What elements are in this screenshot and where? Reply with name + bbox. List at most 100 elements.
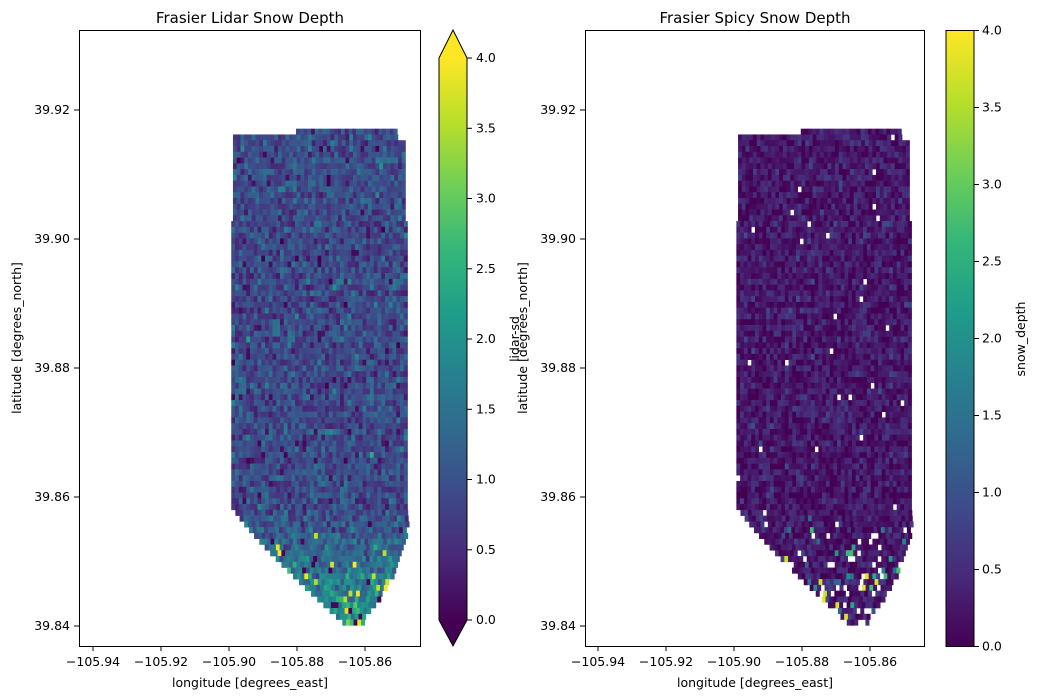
heatmap-cell [851,278,856,285]
heatmap-cell [857,215,862,222]
heatmap-cell [370,255,375,262]
heatmap-cell [382,174,388,181]
heatmap-cell [864,163,869,170]
heatmap-cell [287,382,292,389]
heatmap-cell [775,174,780,181]
heatmap-cell [341,209,346,216]
heatmap-cell [767,186,772,193]
left-colorbar-tick-label: 1.5 [476,401,496,416]
heatmap-cell [389,532,394,540]
heatmap-cell [276,249,281,257]
heatmap-cell [314,532,319,540]
heatmap-cell [348,561,353,568]
heatmap-cell [242,313,247,320]
heatmap-cell [295,371,300,378]
heatmap-cell [340,492,345,499]
heatmap-cell [388,325,393,332]
heatmap-cell [291,359,296,366]
heatmap-cell [340,348,345,355]
heatmap-cell [250,434,255,441]
heatmap-cell [280,226,285,233]
heatmap-cell [343,567,348,574]
heatmap-cell [362,232,367,239]
heatmap-cell [375,209,380,216]
heatmap-cell [235,423,240,430]
heatmap-cell [250,261,255,268]
left-colorbar-tick-label: 0.5 [476,542,496,557]
heatmap-cell [281,215,286,222]
heatmap-cell [385,405,390,412]
heatmap-cell [351,278,356,285]
heatmap-cell [833,261,838,268]
heatmap-cell [364,197,369,205]
heatmap-cell [339,613,344,620]
heatmap-cell [340,296,345,303]
heatmap-cell [283,348,288,355]
heatmap-cell [295,301,300,309]
heatmap-cell [373,238,378,245]
heatmap-cell [325,579,330,586]
heatmap-cell [745,169,750,176]
heatmap-cell [377,417,382,424]
heatmap-cell [362,255,367,262]
heatmap-cell [352,140,358,147]
heatmap-cell [302,463,307,470]
heatmap-cell [379,186,384,193]
heatmap-cell [260,527,265,534]
heatmap-cell [276,348,281,355]
heatmap-cell [738,163,743,170]
heatmap-cell [358,330,363,337]
heatmap-cell [347,579,352,586]
heatmap-cell [253,261,258,268]
heatmap-cell [340,232,345,239]
heatmap-cell [310,342,315,349]
heatmap-cell [291,382,296,389]
heatmap-cell [317,579,322,586]
heatmap-cell [318,550,323,557]
heatmap-cell [829,238,834,245]
heatmap-cell [340,284,345,291]
heatmap-cell [276,446,281,453]
heatmap-cell [236,134,241,141]
heatmap-cell [348,608,353,615]
heatmap-cell [340,221,345,228]
heatmap-cell [896,261,901,268]
heatmap-cell [244,134,249,141]
heatmap-cell [364,538,369,545]
heatmap-cell [388,434,393,441]
heatmap-cell [302,336,307,343]
heatmap-cell [887,192,892,199]
heatmap-cell [812,209,817,216]
heatmap-cell [295,457,300,464]
heatmap-cell [355,261,360,268]
heatmap-cell [281,192,286,199]
heatmap-cell [736,261,741,268]
heatmap-cell [246,226,251,233]
heatmap-cell [876,169,881,176]
heatmap-cell [277,203,283,210]
heatmap-cell [288,561,293,568]
heatmap-cell [231,330,236,337]
heatmap-cell [350,527,355,534]
heatmap-cell [293,573,298,580]
heatmap-cell [356,169,361,176]
left-colorbar-tick-label: 2.5 [476,261,496,276]
heatmap-cell [235,457,240,464]
left-colorbar: 0.0 0.5 1.0 1.5 2.0 2.5 3.0 3.5 4.0 lida… [438,28,522,648]
heatmap-cell [358,446,363,453]
heatmap-cell [232,186,237,193]
heatmap-cell [336,411,341,418]
heatmap-cell [298,284,303,291]
heatmap-cell [265,382,270,389]
heatmap-cell [287,434,292,441]
heatmap-cell [822,255,827,262]
heatmap-cell [325,515,330,522]
heatmap-cell [366,226,371,233]
heatmap-cell [775,157,780,164]
heatmap-cell [874,278,879,285]
heatmap-cell [332,296,337,303]
heatmap-cell [325,405,330,412]
heatmap-cell [336,480,341,488]
heatmap-cell [355,221,360,228]
heatmap-cell [347,377,352,384]
